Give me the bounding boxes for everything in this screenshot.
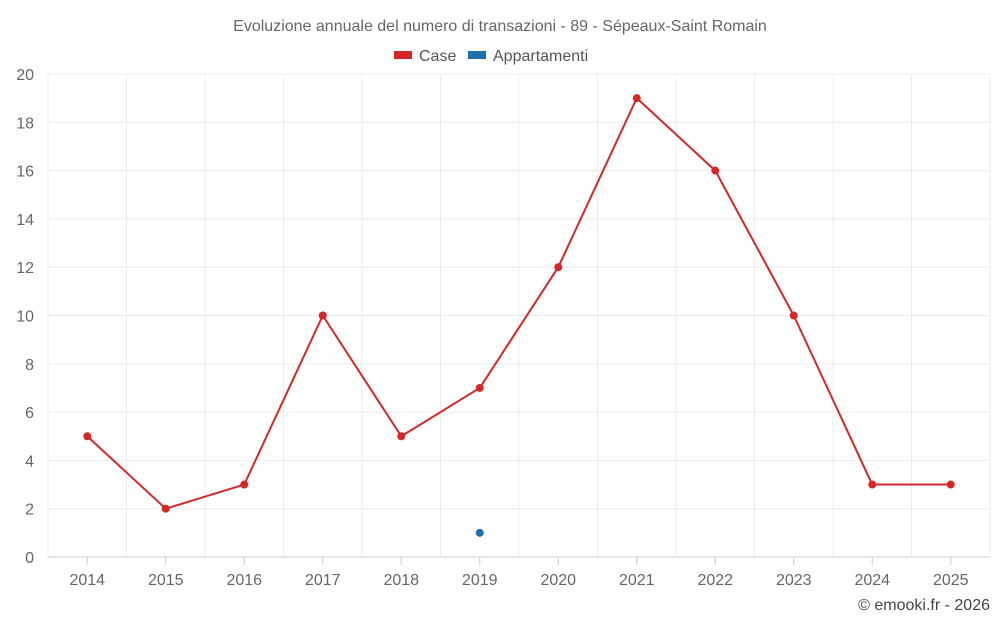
y-tick-label: 0 xyxy=(25,550,34,567)
data-point-appartamenti[interactable] xyxy=(475,528,484,537)
legend: Case Appartamenti xyxy=(394,48,588,65)
legend-label-appartamenti: Appartamenti xyxy=(493,48,588,65)
series-appartamenti xyxy=(475,528,484,537)
x-tick-label: 2020 xyxy=(540,572,576,589)
x-tick-label: 2016 xyxy=(226,572,262,589)
data-point-case[interactable] xyxy=(789,311,798,320)
series-line-case xyxy=(86,97,951,510)
y-axis-ticks: 0 2 4 6 8 10 12 14 16 18 20 xyxy=(16,67,34,567)
y-tick-label: 2 xyxy=(25,502,34,519)
series xyxy=(83,94,955,537)
x-axis-ticks: 2014 2015 2016 2017 2018 2019 2020 2021 2022 2023… xyxy=(69,557,969,589)
x-tick-label: 2017 xyxy=(305,572,341,589)
x-tick-label: 2021 xyxy=(619,572,655,589)
grid xyxy=(47,73,991,558)
data-point-case[interactable] xyxy=(868,480,877,489)
x-tick-label: 2015 xyxy=(148,572,184,589)
y-tick-label: 8 xyxy=(25,357,34,374)
y-tick-label: 4 xyxy=(25,453,34,470)
legend-item-case[interactable]: Case xyxy=(394,48,456,65)
data-point-case[interactable] xyxy=(318,311,327,320)
x-tick-label: 2024 xyxy=(854,572,890,589)
series-case xyxy=(83,94,955,513)
data-point-case[interactable] xyxy=(161,504,170,513)
y-tick-label: 20 xyxy=(16,67,34,84)
y-tick-label: 16 xyxy=(16,164,34,181)
data-point-case[interactable] xyxy=(946,480,955,489)
data-point-case[interactable] xyxy=(397,432,406,441)
x-tick-label: 2022 xyxy=(697,572,733,589)
data-point-case[interactable] xyxy=(475,383,484,392)
y-tick-label: 14 xyxy=(16,212,34,229)
data-point-case[interactable] xyxy=(554,263,563,272)
x-tick-label: 2025 xyxy=(933,572,969,589)
y-tick-label: 18 xyxy=(16,115,34,132)
legend-swatch-appartamenti xyxy=(468,51,486,59)
legend-swatch-case xyxy=(394,51,412,59)
data-point-case[interactable] xyxy=(632,94,641,103)
y-tick-label: 12 xyxy=(16,260,34,277)
chart-title: Evoluzione annuale del numero di transaz… xyxy=(233,18,767,35)
credit-text: © emooki.fr - 2026 xyxy=(858,597,990,614)
legend-item-appartamenti[interactable]: Appartamenti xyxy=(468,48,588,65)
x-tick-label: 2018 xyxy=(383,572,419,589)
x-tick-label: 2014 xyxy=(69,572,105,589)
data-point-case[interactable] xyxy=(711,166,720,175)
x-tick-label: 2023 xyxy=(776,572,812,589)
legend-label-case: Case xyxy=(419,48,456,65)
y-tick-label: 6 xyxy=(25,405,34,422)
x-tick-label: 2019 xyxy=(462,572,498,589)
data-point-case[interactable] xyxy=(240,480,249,489)
data-point-case[interactable] xyxy=(83,432,92,441)
y-tick-label: 10 xyxy=(16,309,34,326)
